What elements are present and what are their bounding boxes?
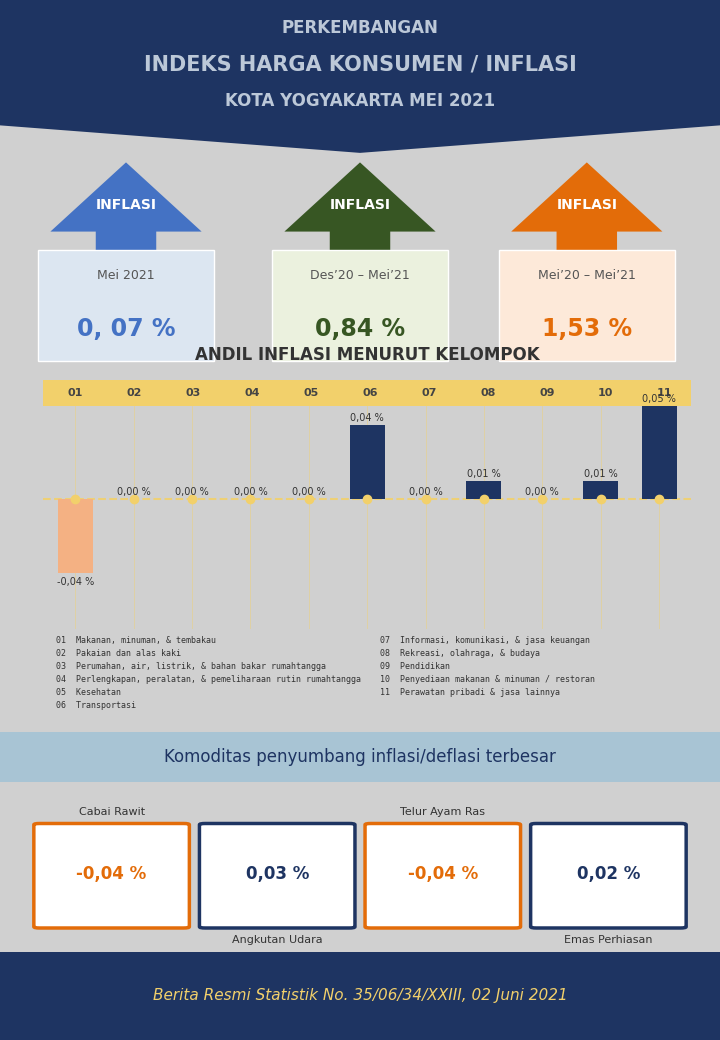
Text: 1,53 %: 1,53 % xyxy=(541,317,632,341)
FancyBboxPatch shape xyxy=(531,824,686,928)
Text: Mei’20 – Mei’21: Mei’20 – Mei’21 xyxy=(538,269,636,282)
Text: 0,01 %: 0,01 % xyxy=(467,469,501,478)
Text: -0,04 %: -0,04 % xyxy=(76,864,147,883)
Text: Emas Perhiasan: Emas Perhiasan xyxy=(564,935,652,944)
Text: 07: 07 xyxy=(421,388,437,397)
Text: 0,01 %: 0,01 % xyxy=(584,469,618,478)
FancyBboxPatch shape xyxy=(37,250,215,361)
FancyBboxPatch shape xyxy=(43,380,691,406)
Text: 08: 08 xyxy=(480,388,495,397)
Bar xyxy=(583,480,618,499)
Text: 11: 11 xyxy=(657,388,672,397)
Text: 0,00 %: 0,00 % xyxy=(409,488,443,497)
Text: 05: 05 xyxy=(304,388,319,397)
Text: INFLASI: INFLASI xyxy=(557,198,617,212)
Text: Des’20 – Mei’21: Des’20 – Mei’21 xyxy=(310,269,410,282)
Text: -0,04 %: -0,04 % xyxy=(57,577,94,588)
Text: Berita Resmi Statistik No. 35/06/34/XXIII, 02 Juni 2021: Berita Resmi Statistik No. 35/06/34/XXII… xyxy=(153,988,567,1004)
Text: INDEKS HARGA KONSUMEN / INFLASI: INDEKS HARGA KONSUMEN / INFLASI xyxy=(143,54,577,74)
Text: INFLASI: INFLASI xyxy=(96,198,156,212)
FancyBboxPatch shape xyxy=(199,824,355,928)
Bar xyxy=(642,407,677,499)
Text: 01: 01 xyxy=(68,388,84,397)
Text: -0,04 %: -0,04 % xyxy=(408,864,478,883)
Text: 0,00 %: 0,00 % xyxy=(526,488,559,497)
Polygon shape xyxy=(511,162,662,288)
FancyBboxPatch shape xyxy=(34,824,189,928)
Text: 02: 02 xyxy=(127,388,142,397)
Text: Mei 2021: Mei 2021 xyxy=(97,269,155,282)
Text: ANDIL INFLASI MENURUT KELOMPOK: ANDIL INFLASI MENURUT KELOMPOK xyxy=(195,346,539,364)
Text: 01  Makanan, minuman, & tembakau
02  Pakaian dan alas kaki
03  Perumahan, air, l: 01 Makanan, minuman, & tembakau 02 Pakai… xyxy=(56,636,361,709)
Text: 06: 06 xyxy=(362,388,378,397)
Text: 09: 09 xyxy=(539,388,554,397)
Text: Angkutan Udara: Angkutan Udara xyxy=(232,935,323,944)
Text: Cabai Rawit: Cabai Rawit xyxy=(78,807,145,816)
FancyBboxPatch shape xyxy=(498,250,675,361)
Text: 0,00 %: 0,00 % xyxy=(292,488,325,497)
FancyBboxPatch shape xyxy=(0,732,720,782)
Bar xyxy=(58,499,93,573)
Text: 0,84 %: 0,84 % xyxy=(315,317,405,341)
Text: 0,05 %: 0,05 % xyxy=(642,394,676,405)
FancyBboxPatch shape xyxy=(365,824,521,928)
Text: 0,00 %: 0,00 % xyxy=(175,488,209,497)
Polygon shape xyxy=(0,0,720,153)
Text: 03: 03 xyxy=(186,388,201,397)
Text: 0,02 %: 0,02 % xyxy=(577,864,640,883)
Text: 07  Informasi, komunikasi, & jasa keuangan
08  Rekreasi, olahraga, & budaya
09  : 07 Informasi, komunikasi, & jasa keuanga… xyxy=(380,636,595,697)
Bar xyxy=(467,480,501,499)
Text: 0,04 %: 0,04 % xyxy=(351,413,384,423)
FancyBboxPatch shape xyxy=(0,952,720,1040)
FancyBboxPatch shape xyxy=(272,250,448,361)
Polygon shape xyxy=(50,162,202,288)
Text: INFLASI: INFLASI xyxy=(330,198,390,212)
Text: 0, 07 %: 0, 07 % xyxy=(77,317,175,341)
Text: 0,00 %: 0,00 % xyxy=(117,488,150,497)
Text: 10: 10 xyxy=(598,388,613,397)
Text: KOTA YOGYAKARTA MEI 2021: KOTA YOGYAKARTA MEI 2021 xyxy=(225,92,495,110)
Text: 04: 04 xyxy=(245,388,260,397)
Text: Telur Ayam Ras: Telur Ayam Ras xyxy=(400,807,485,816)
Bar xyxy=(350,425,384,499)
Text: Komoditas penyumbang inflasi/deflasi terbesar: Komoditas penyumbang inflasi/deflasi ter… xyxy=(164,748,556,766)
Text: PERKEMBANGAN: PERKEMBANGAN xyxy=(282,19,438,36)
Text: 0,03 %: 0,03 % xyxy=(246,864,309,883)
Polygon shape xyxy=(284,162,436,288)
Text: 0,00 %: 0,00 % xyxy=(233,488,267,497)
